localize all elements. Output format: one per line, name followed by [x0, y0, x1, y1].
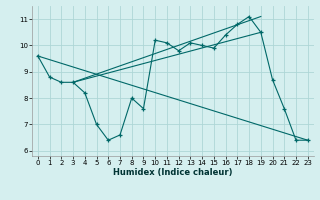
X-axis label: Humidex (Indice chaleur): Humidex (Indice chaleur) [113, 168, 233, 177]
